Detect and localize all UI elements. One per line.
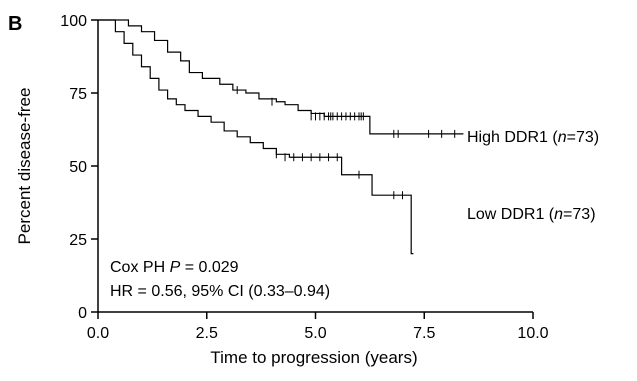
x-axis-title: Time to progression (years) [210, 348, 417, 367]
y-tick-label: 0 [78, 305, 87, 322]
x-ticks: 0.0 2.5 5.0 7.5 10.0 [87, 312, 549, 342]
legend-low-ddr1: Low DDR1 (n=73) [467, 206, 596, 223]
y-tick-label: 50 [69, 159, 87, 176]
x-tick-label: 5.0 [304, 325, 326, 342]
legend-low-main: Low DDR1 ( [467, 206, 555, 223]
series-line-high-ddr1 [98, 19, 464, 135]
x-tick-label: 10.0 [517, 325, 548, 342]
legend-high-tail: =73) [567, 129, 599, 146]
y-axis-title: Percent disease-free [15, 88, 34, 245]
legend-high-n: n [558, 129, 567, 146]
y-tick-label: 25 [69, 232, 87, 249]
legend-low-n: n [554, 206, 563, 223]
cox-p-value: = 0.029 [180, 259, 238, 276]
legend-high-ddr1: High DDR1 (n=73) [467, 129, 599, 146]
legend-high-main: High DDR1 ( [467, 129, 558, 146]
cox-ph-annotation: Cox PH P = 0.029 [110, 259, 239, 276]
y-tick-label: 75 [69, 86, 87, 103]
series-layer [98, 19, 464, 255]
y-ticks: 0 25 50 75 100 [60, 13, 98, 322]
series-line-low-ddr1 [98, 19, 414, 255]
legend-low-tail: =73) [563, 206, 595, 223]
x-tick-label: 7.5 [413, 325, 435, 342]
x-tick-label: 0.0 [87, 325, 109, 342]
hr-annotation: HR = 0.56, 95% CI (0.33–0.94) [110, 283, 330, 300]
y-tick-label: 100 [60, 13, 87, 30]
panel-label: B [8, 13, 22, 35]
cox-prefix: Cox PH [110, 259, 170, 276]
cox-p-symbol: P [170, 259, 181, 276]
x-tick-label: 2.5 [196, 325, 218, 342]
